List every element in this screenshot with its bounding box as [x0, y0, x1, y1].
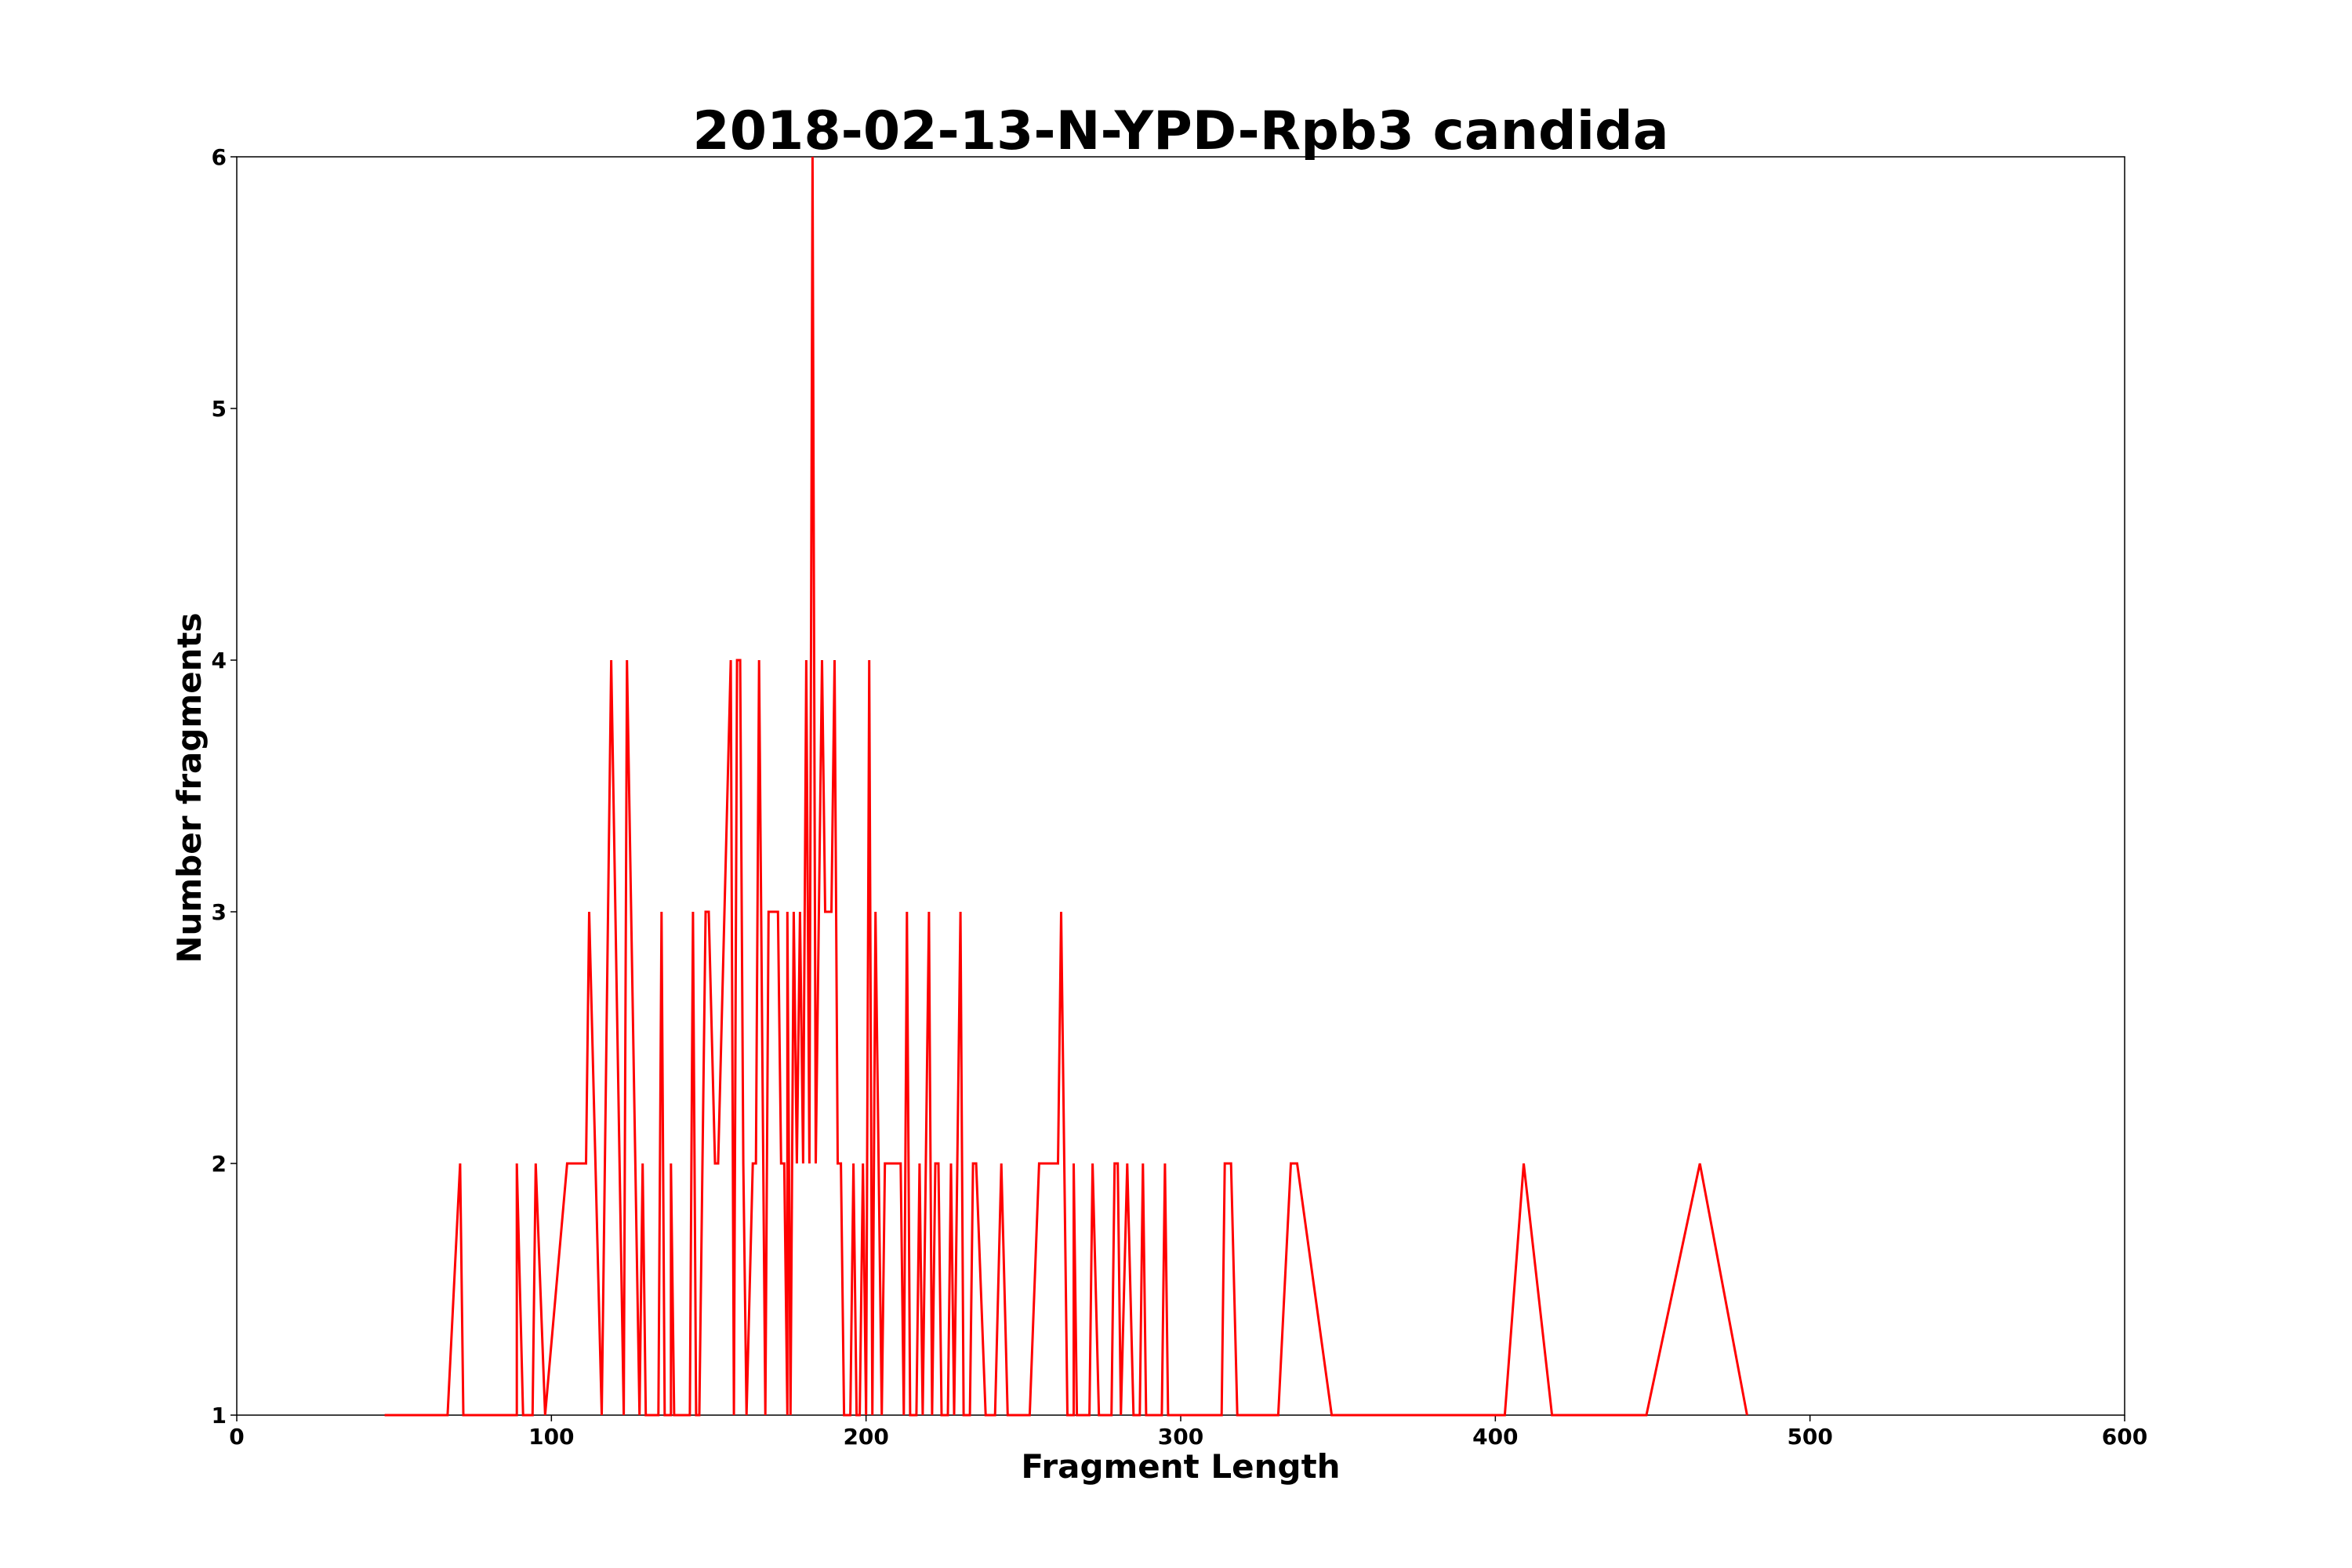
x-tick-label: 0	[229, 1424, 244, 1450]
y-tick-label: 2	[212, 1151, 227, 1177]
plot-area: 0 100 200 300 400 500 600 1 2 3 4 5 6	[212, 144, 2148, 1450]
y-tick-label: 3	[212, 899, 227, 925]
x-tick-label: 300	[1158, 1424, 1203, 1450]
y-tick-label: 6	[212, 144, 227, 170]
series-line-0	[384, 156, 1748, 1417]
x-tick-label: 400	[1472, 1424, 1518, 1450]
x-tick-label: 100	[528, 1424, 574, 1450]
y-axis-label: Number fragments	[170, 612, 209, 963]
x-axis-label: Fragment Length	[1021, 1447, 1340, 1486]
chart-title: 2018-02-13-N-YPD-Rpb3 candida	[692, 100, 1668, 162]
x-tick-label: 600	[2102, 1424, 2147, 1450]
y-tick-label: 4	[212, 648, 227, 673]
y-tick-label: 1	[212, 1403, 227, 1428]
x-tick-label: 500	[1787, 1424, 1832, 1450]
x-tick-label: 200	[843, 1424, 888, 1450]
y-tick-label: 5	[212, 396, 227, 422]
